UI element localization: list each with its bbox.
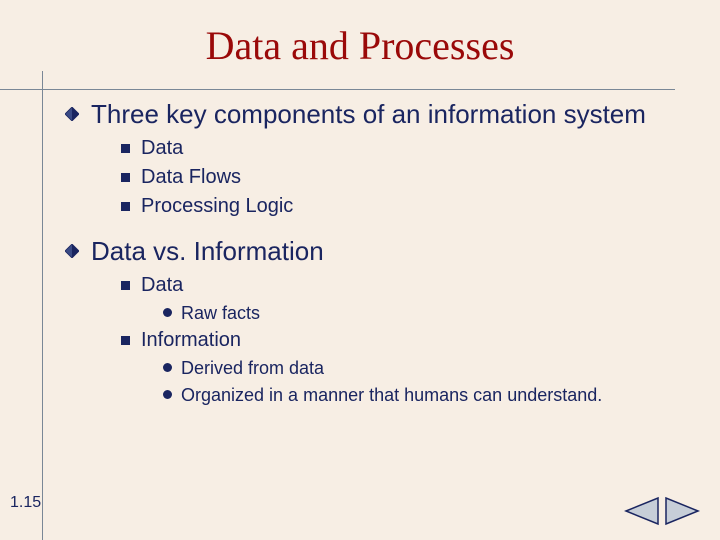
vertical-rule: [42, 71, 43, 540]
diamond-bullet-icon: [65, 107, 79, 121]
bullet-text: Raw facts: [181, 303, 260, 323]
bullet-level2: Information: [65, 328, 680, 353]
bullet-level3: Organized in a manner that humans can un…: [65, 384, 680, 407]
bullet-level1: Three key components of an information s…: [65, 100, 680, 130]
slide-title: Data and Processes: [0, 0, 720, 81]
next-button[interactable]: [664, 496, 700, 526]
nav-buttons: [624, 496, 700, 526]
dot-bullet-icon: [163, 390, 172, 399]
prev-button[interactable]: [624, 496, 660, 526]
horizontal-rule: [0, 89, 675, 90]
dot-bullet-icon: [163, 363, 172, 372]
bullet-level1: Data vs. Information: [65, 237, 680, 267]
bullet-text: Information: [141, 329, 241, 351]
bullet-text: Processing Logic: [141, 195, 293, 217]
bullet-level3: Derived from data: [65, 357, 680, 380]
square-bullet-icon: [121, 281, 130, 290]
bullet-text: Data: [141, 274, 183, 296]
bullet-level3: Raw facts: [65, 302, 680, 325]
bullet-level2: Processing Logic: [65, 194, 680, 219]
square-bullet-icon: [121, 336, 130, 345]
bullet-text: Data: [141, 137, 183, 159]
square-bullet-icon: [121, 144, 130, 153]
square-bullet-icon: [121, 173, 130, 182]
bullet-text: Three key components of an information s…: [91, 99, 646, 129]
bullet-text: Organized in a manner that humans can un…: [181, 385, 602, 405]
bullet-text: Derived from data: [181, 358, 324, 378]
page-number: 1.15: [10, 494, 41, 512]
square-bullet-icon: [121, 202, 130, 211]
bullet-level2: Data: [65, 136, 680, 161]
bullet-text: Data Flows: [141, 166, 241, 188]
bullet-text: Data vs. Information: [91, 236, 324, 266]
dot-bullet-icon: [163, 308, 172, 317]
bullet-level2: Data Flows: [65, 165, 680, 190]
bullet-level2: Data: [65, 273, 680, 298]
diamond-bullet-icon: [65, 244, 79, 258]
slide-content: Three key components of an information s…: [65, 100, 680, 406]
